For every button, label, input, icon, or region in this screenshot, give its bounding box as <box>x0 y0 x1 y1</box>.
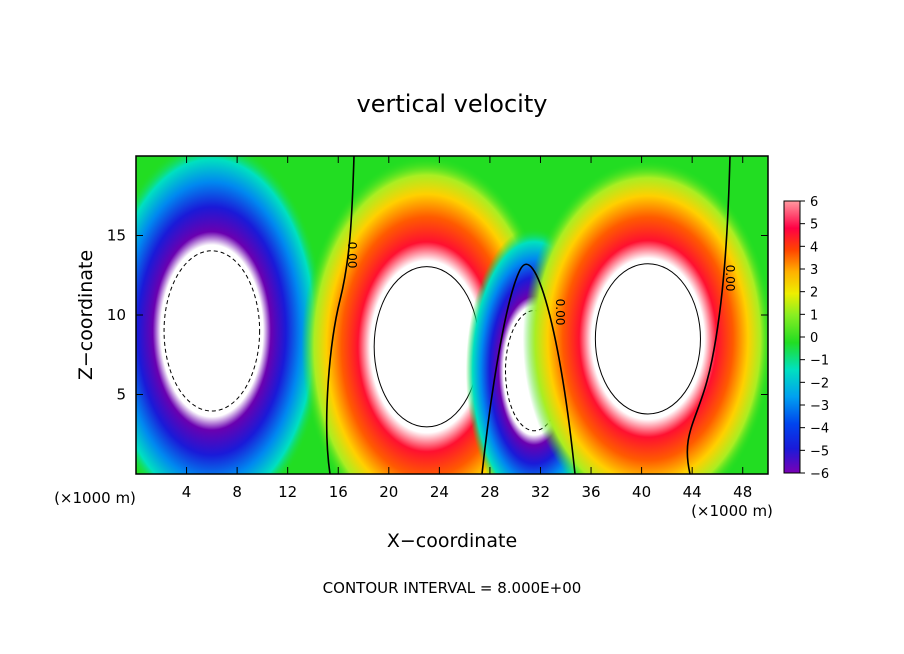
contour-line-1 <box>163 250 261 412</box>
y-axis: 5 10 15 <box>107 227 768 404</box>
x-tick-label: 40 <box>632 483 651 501</box>
x-tick-label: 48 <box>733 483 752 501</box>
x-axis: 4 8 12 16 20 24 28 32 36 40 44 48 <box>182 156 752 501</box>
colorbar-tick-label: −5 <box>810 444 829 459</box>
x-tick-label: 4 <box>182 483 192 501</box>
contour-label-2: 0.00 <box>553 299 567 326</box>
x-tick-label: 28 <box>480 483 499 501</box>
contour-label-1: 0.00 <box>345 242 359 269</box>
x-tick-label: 20 <box>379 483 398 501</box>
zero-contour-1 <box>325 156 355 474</box>
colorbar-tick-label: −2 <box>810 376 829 391</box>
y-axis-label: Z−coordinate <box>75 250 97 380</box>
y-tick-label: 15 <box>107 227 126 245</box>
x-tick-label: 12 <box>278 483 297 501</box>
colorbar: 6 5 4 3 2 1 0 −1 −2 −3 −4 −5 −6 <box>783 195 829 482</box>
colorbar-tick-label: 2 <box>810 286 818 301</box>
y-tick-label: 10 <box>107 306 126 324</box>
x-tick-label: 8 <box>232 483 242 501</box>
colorbar-tick-label: 3 <box>810 263 818 278</box>
colorbar-tick-label: −4 <box>810 422 829 437</box>
colorbar-tick-label: −3 <box>810 399 829 414</box>
colorbar-tick-label: −6 <box>810 467 829 482</box>
zero-contour-3 <box>686 156 731 474</box>
x-axis-label: X−coordinate <box>387 530 517 552</box>
x-tick-label: 24 <box>430 483 449 501</box>
updraft-region-4 <box>522 160 768 474</box>
colorbar-tick-label: 1 <box>810 308 818 323</box>
colorbar-tick-label: 0 <box>810 331 818 346</box>
x-tick-label: 32 <box>531 483 550 501</box>
contour-label-3: 0.00 <box>723 265 737 292</box>
colorbar-tick-label: 6 <box>810 195 818 210</box>
plot-area: 0.00 0.00 0.00 <box>136 156 768 474</box>
chart-title: vertical velocity <box>357 90 548 118</box>
x-tick-label: 44 <box>683 483 702 501</box>
y-tick-label: 5 <box>116 386 126 404</box>
downdraft-region-1 <box>136 156 326 474</box>
colorbar-tick-label: −1 <box>810 354 829 369</box>
colorbar-gradient <box>783 200 801 474</box>
x-tick-label: 16 <box>329 483 348 501</box>
contour-interval-note: CONTOUR INTERVAL = 8.000E+00 <box>323 579 582 597</box>
contour-line-4 <box>594 263 701 415</box>
x-unit-left: (×1000 m) <box>54 489 136 507</box>
colorbar-tick-label: 4 <box>810 240 818 255</box>
colorbar-tick-label: 5 <box>810 218 818 233</box>
zero-contour-2 <box>481 263 576 474</box>
x-tick-label: 36 <box>581 483 600 501</box>
x-unit-right: (×1000 m) <box>691 502 773 520</box>
